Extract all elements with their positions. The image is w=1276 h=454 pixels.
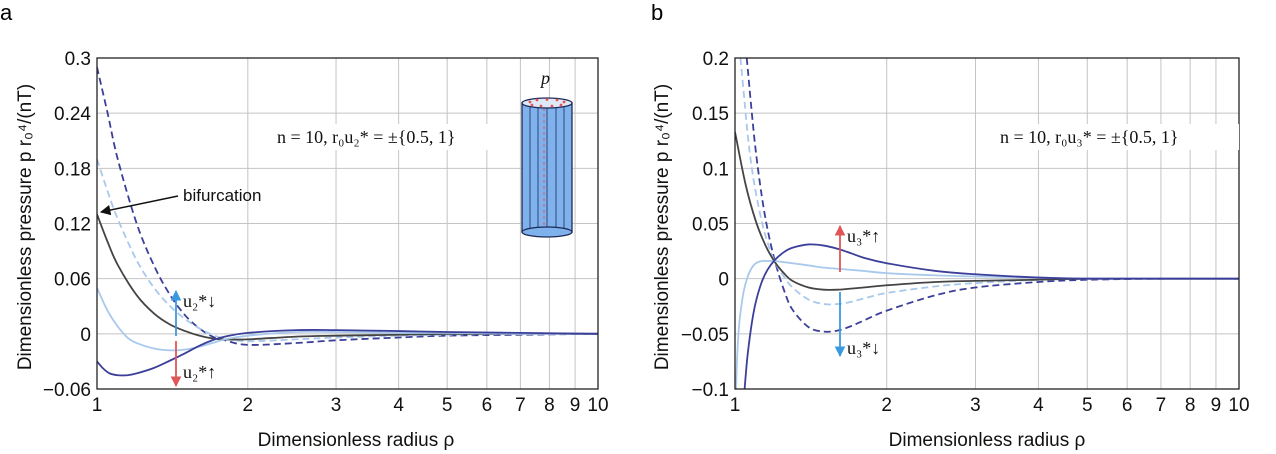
panel-b-x-tick-label: 8: [1185, 395, 1196, 416]
panel-a-series-line-4: [97, 287, 598, 352]
panel-b-series-line-1: [745, 58, 1239, 333]
bifurcation-arrow: [99, 195, 179, 216]
panel-a-x-label: Dimensionless radius ρ: [258, 430, 455, 451]
u2-increase-label: u₂*↑: [183, 362, 216, 382]
panel-b-frame: [734, 57, 1240, 390]
panel-b-y-tick-label: 0.2: [703, 49, 729, 70]
panel-b-y-tick-label: 0: [718, 270, 729, 291]
panel-a-y-ticks: 0.3 0.24 0.18 0.12 0.06 0 −0.06: [43, 49, 92, 401]
panel-a-params: n = 10, r₀u₂* = ±{0.5, 1}: [277, 127, 456, 147]
panel-a-y-tick-label: 0.06: [54, 270, 91, 291]
panel-b-y-tick-label: 0.15: [692, 104, 729, 125]
panel-a-y-tick-label: 0.12: [54, 215, 91, 236]
panel-b-series-line-5: [743, 243, 1239, 389]
panel-a-x-tick-label: 9: [570, 395, 581, 416]
panel-b-letter: b: [651, 0, 663, 25]
panel-a-y-tick-label: 0.3: [65, 49, 91, 70]
cylinder-top: [521, 97, 573, 109]
panel-b-x-tick-label: 10: [1228, 395, 1249, 416]
panel-b-x-tick-label: 6: [1122, 395, 1133, 416]
panel-a-x-tick-label: 8: [544, 395, 555, 416]
u3-decrease-label: u₃*↓: [847, 338, 880, 358]
panel-b-y-tick-label: 0.05: [692, 215, 729, 236]
panel-b-x-tick-label: 5: [1082, 395, 1093, 416]
cylinder-pressure-label: p: [539, 68, 550, 88]
panel-b-series-line-4: [735, 259, 1239, 389]
panel-b-x-tick-label: 3: [970, 395, 981, 416]
panel-b-y-label: Dimensionless pressure p r₀⁴/(nT): [652, 84, 673, 370]
panel-a-y-tick-label: 0.24: [54, 104, 91, 125]
panel-b-x-tick-label: 9: [1211, 395, 1222, 416]
panel-b-x-label: Dimensionless radius ρ: [889, 430, 1086, 451]
panel-b: b 1 2 3 4 5 6 7 8 9 10 0.2 0.15 0.1 0.05 0 −0.05 −0.1 D…: [651, 0, 1250, 451]
panel-a-y-tick-label: 0: [80, 325, 91, 346]
panel-a-x-ticks: 1 2 3 4 5 6 7 8 9 10: [92, 395, 609, 416]
panel-a: a 1 2 3 4 5 6 7 8 9 10 0.30.240.180.120.060−0.06 …: [0, 0, 609, 451]
panel-b-y-tick-label: −0.05: [681, 325, 729, 346]
panel-a-x-tick-label: 7: [515, 395, 526, 416]
panel-a-params-bg: [270, 124, 518, 150]
panel-a-x-tick-label: 10: [587, 395, 608, 416]
panel-a-series-line-1: [97, 66, 598, 346]
panel-a-x-tick-label: 3: [331, 395, 342, 416]
panel-a-frame: [96, 57, 599, 390]
panel-b-series-line-3: [735, 131, 1239, 291]
panel-b-params: n = 10, r₀u₃* = ±{0.5, 1}: [1000, 127, 1179, 147]
bifurcation-label: bifurcation: [183, 186, 261, 205]
panel-b-series-line-2: [739, 58, 1239, 306]
panel-b-y-tick-label: 0.1: [703, 159, 729, 180]
panel-a-y-label: Dimensionless pressure p r₀⁴/(nT): [15, 84, 36, 370]
panel-b-series: [735, 58, 1239, 389]
panel-a-x-tick-label: 2: [243, 395, 254, 416]
panel-b-y-tick-label: −0.1: [691, 380, 729, 401]
cylinder-inset: p: [521, 68, 573, 238]
panel-b-x-tick-label: 7: [1156, 395, 1167, 416]
panel-a-y-tick-label: −0.06: [43, 380, 91, 401]
panel-a-series-line-5: [97, 329, 598, 377]
panel-a-x-tick-label: 6: [482, 395, 493, 416]
panel-a-letter: a: [0, 0, 13, 25]
panel-a-y-tick-label: 0.18: [54, 159, 91, 180]
panel-b-x-tick-label: 1: [730, 395, 741, 416]
panel-b-x-tick-label: 2: [881, 395, 892, 416]
panel-b-grid: [734, 57, 1240, 390]
u3-increase-label: u₃*↑: [847, 226, 880, 246]
panel-a-x-tick-label: 4: [393, 395, 404, 416]
panel-b-x-ticks: 1 2 3 4 5 6 7 8 9 10: [730, 395, 1250, 416]
panel-b-y-ticks: 0.2 0.15 0.1 0.05 0 −0.05 −0.1: [681, 49, 729, 401]
panel-a-x-tick-label: 5: [442, 395, 453, 416]
panel-b-x-tick-label: 4: [1033, 395, 1044, 416]
panel-a-series-line-3: [97, 213, 598, 341]
panel-a-series: [97, 66, 598, 377]
panel-a-x-tick-label: 1: [92, 395, 103, 416]
panel-b-params-bg: [995, 124, 1239, 150]
u2-decrease-label: u₂*↓: [183, 291, 216, 311]
